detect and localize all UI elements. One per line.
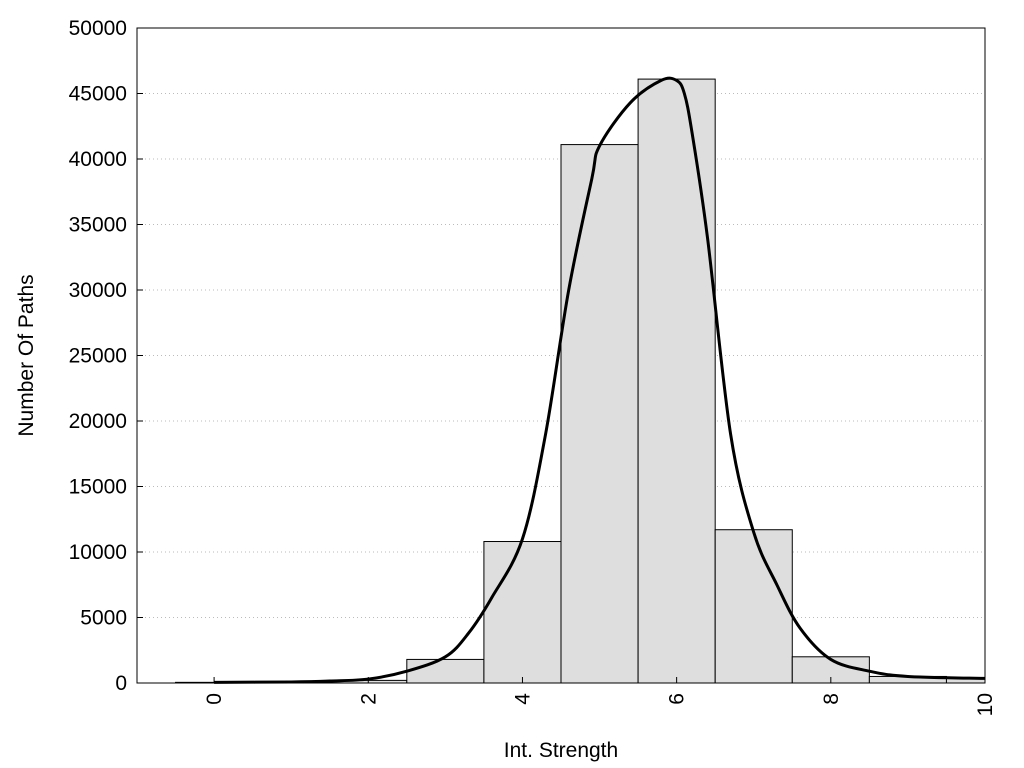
fit-curve-line: [214, 76, 986, 684]
y-axis-ticks: 0 5000 10000 15000 20000 25000 30000 35000 40000…: [69, 17, 143, 695]
y-tick-label: 45000: [69, 83, 127, 106]
fit-curve: [214, 76, 986, 684]
y-tick-label: 30000: [69, 279, 127, 302]
histogram-bar: [406, 658, 485, 684]
x-tick-label: 8: [820, 693, 843, 705]
x-axis-ticks: 0 2 4 6 8 10: [203, 677, 997, 716]
y-tick-label: 10000: [69, 541, 127, 564]
y-tick-label: 40000: [69, 148, 127, 171]
x-tick-label: 2: [357, 693, 380, 705]
x-tick-label: 6: [666, 693, 689, 705]
x-tick-label: 10: [974, 693, 997, 716]
bars: [175, 78, 986, 684]
y-tick-label: 25000: [69, 345, 127, 368]
y-tick-label: 0: [115, 672, 127, 695]
histogram-bar: [714, 529, 793, 684]
histogram-bar: [483, 541, 562, 684]
y-axis-title: Number Of Paths: [15, 274, 38, 436]
histogram-bar: [637, 78, 716, 684]
x-axis-title: Int. Strength: [504, 739, 618, 762]
x-tick-label: 4: [511, 693, 534, 705]
y-tick-label: 20000: [69, 410, 127, 433]
y-tick-label: 35000: [69, 214, 127, 237]
x-tick-label: 0: [203, 693, 226, 705]
y-tick-label: 50000: [69, 17, 127, 40]
y-tick-label: 5000: [80, 607, 127, 630]
y-tick-label: 15000: [69, 476, 127, 499]
histogram-bar: [560, 144, 639, 684]
